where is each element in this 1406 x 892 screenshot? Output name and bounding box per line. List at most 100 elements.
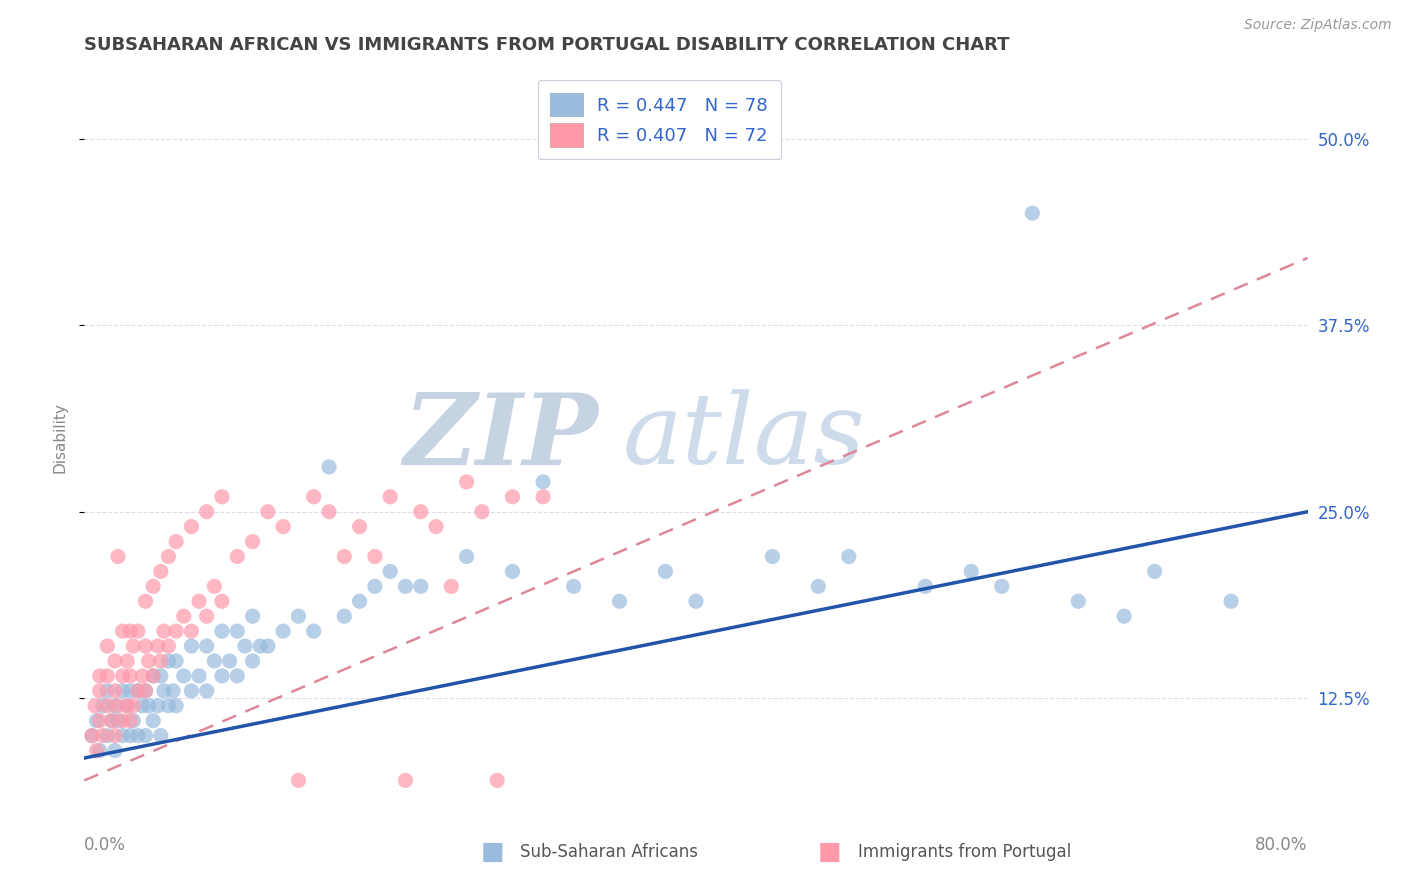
- Point: [761, 549, 783, 564]
- Point: [287, 609, 309, 624]
- Point: [609, 594, 631, 608]
- Point: [287, 773, 309, 788]
- Point: [162, 683, 184, 698]
- Point: [380, 490, 402, 504]
- Point: [226, 549, 249, 564]
- Point: [349, 594, 371, 608]
- Point: [486, 773, 509, 788]
- Point: [226, 624, 249, 639]
- Point: [120, 714, 142, 728]
- Point: [142, 669, 165, 683]
- Point: [333, 609, 356, 624]
- Point: [96, 729, 118, 743]
- Point: [1067, 594, 1090, 608]
- Point: [218, 654, 240, 668]
- Point: [157, 698, 180, 713]
- Point: [149, 654, 172, 668]
- Point: [96, 639, 118, 653]
- Point: [318, 505, 340, 519]
- Point: [135, 683, 157, 698]
- Text: ■: ■: [481, 840, 503, 863]
- Point: [914, 579, 936, 593]
- Point: [115, 654, 138, 668]
- Point: [271, 519, 294, 533]
- Point: [195, 609, 218, 624]
- Point: [202, 579, 225, 593]
- Point: [211, 594, 233, 608]
- Point: [807, 579, 830, 593]
- Point: [456, 475, 478, 489]
- Point: [135, 683, 157, 698]
- Y-axis label: Disability: Disability: [52, 401, 67, 473]
- Point: [135, 639, 157, 653]
- Point: [165, 698, 187, 713]
- Point: [257, 639, 280, 653]
- Point: [165, 654, 187, 668]
- Point: [111, 624, 134, 639]
- Point: [91, 698, 114, 713]
- Point: [318, 459, 340, 474]
- Point: [180, 519, 202, 533]
- Point: [188, 594, 211, 608]
- Point: [89, 669, 111, 683]
- Text: 0.0%: 0.0%: [84, 836, 127, 854]
- Point: [89, 683, 111, 698]
- Point: [111, 714, 134, 728]
- Point: [165, 624, 187, 639]
- Point: [135, 594, 157, 608]
- Point: [146, 639, 169, 653]
- Point: [138, 698, 160, 713]
- Point: [173, 609, 195, 624]
- Point: [233, 639, 256, 653]
- Point: [1114, 609, 1136, 624]
- Point: [104, 729, 127, 743]
- Point: [96, 683, 118, 698]
- Point: [195, 505, 218, 519]
- Point: [1143, 565, 1166, 579]
- Point: [104, 654, 127, 668]
- Point: [107, 549, 129, 564]
- Point: [226, 669, 249, 683]
- Point: [101, 714, 124, 728]
- Point: [153, 683, 176, 698]
- Point: [960, 565, 983, 579]
- Point: [349, 519, 371, 533]
- Point: [107, 714, 129, 728]
- Point: [188, 669, 211, 683]
- Point: [122, 698, 145, 713]
- Point: [142, 579, 165, 593]
- Point: [104, 743, 127, 757]
- Point: [471, 505, 494, 519]
- Text: atlas: atlas: [623, 390, 865, 484]
- Point: [122, 639, 145, 653]
- Point: [173, 669, 195, 683]
- Point: [257, 505, 280, 519]
- Text: SUBSAHARAN AFRICAN VS IMMIGRANTS FROM PORTUGAL DISABILITY CORRELATION CHART: SUBSAHARAN AFRICAN VS IMMIGRANTS FROM PO…: [84, 36, 1010, 54]
- Point: [685, 594, 707, 608]
- Point: [96, 698, 118, 713]
- Point: [131, 669, 153, 683]
- Point: [242, 609, 264, 624]
- Point: [127, 683, 149, 698]
- Point: [120, 624, 142, 639]
- Point: [211, 490, 233, 504]
- Point: [502, 565, 524, 579]
- Point: [364, 579, 387, 593]
- Point: [107, 698, 129, 713]
- Point: [80, 729, 103, 743]
- Point: [153, 624, 176, 639]
- Point: [195, 683, 218, 698]
- Point: [271, 624, 294, 639]
- Point: [838, 549, 860, 564]
- Text: Immigrants from Portugal: Immigrants from Portugal: [858, 843, 1071, 861]
- Point: [333, 549, 356, 564]
- Point: [157, 549, 180, 564]
- Point: [242, 654, 264, 668]
- Point: [157, 639, 180, 653]
- Point: [135, 729, 157, 743]
- Point: [211, 624, 233, 639]
- Point: [409, 579, 432, 593]
- Point: [654, 565, 676, 579]
- Point: [531, 490, 554, 504]
- Point: [202, 654, 225, 668]
